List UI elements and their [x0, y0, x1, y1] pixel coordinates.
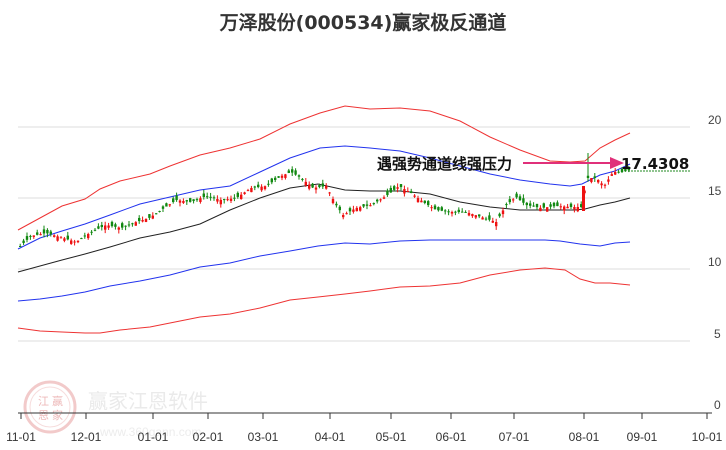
watermark: 江 赢 恩 家 赢家江恩软件 www.360gann.com [23, 380, 208, 439]
y-axis-labels: 20 15 10 5 0 [708, 113, 722, 412]
svg-text:江: 江 [38, 395, 49, 408]
svg-text:15: 15 [708, 184, 722, 198]
svg-text:0: 0 [714, 398, 721, 412]
svg-text:5: 5 [714, 327, 721, 341]
svg-text:01-01: 01-01 [138, 430, 169, 444]
svg-text:06-01: 06-01 [436, 430, 467, 444]
svg-text:赢家江恩软件: 赢家江恩软件 [88, 389, 208, 413]
svg-text:10: 10 [708, 255, 722, 269]
annotation-label: 遇强势通道线强压力 [377, 155, 512, 173]
svg-text:11-01: 11-01 [6, 430, 36, 444]
svg-text:家: 家 [52, 408, 63, 422]
middle-channel-line [17, 183, 631, 273]
upper-outer-channel-line [17, 105, 631, 231]
svg-text:03-01: 03-01 [248, 430, 279, 444]
svg-text:08-01: 08-01 [569, 430, 600, 444]
candlestick-series [19, 153, 630, 247]
svg-text:02-01: 02-01 [193, 430, 224, 444]
chart-title: 万泽股份(000534)赢家极反通道 [219, 12, 507, 34]
svg-text:04-01: 04-01 [315, 430, 346, 444]
lower-inner-channel-line [17, 239, 631, 302]
lower-outer-channel-line [17, 267, 631, 334]
x-axis: 11-01 12-01 01-01 02-01 03-01 04-01 05-0… [6, 412, 723, 444]
current-price-label: 17.4308 [621, 155, 689, 173]
svg-text:恩: 恩 [38, 409, 49, 422]
svg-text:07-01: 07-01 [499, 430, 530, 444]
gridlines [18, 126, 690, 342]
resistance-arrow [523, 157, 624, 169]
svg-text:www.360gann.com: www.360gann.com [99, 425, 201, 439]
svg-text:20: 20 [708, 113, 722, 127]
svg-text:05-01: 05-01 [376, 430, 407, 444]
svg-text:09-01: 09-01 [627, 430, 658, 444]
svg-text:12-01: 12-01 [71, 430, 102, 444]
upper-inner-channel-line [17, 145, 631, 250]
svg-text:10-01: 10-01 [692, 430, 723, 444]
svg-text:赢: 赢 [52, 394, 63, 408]
